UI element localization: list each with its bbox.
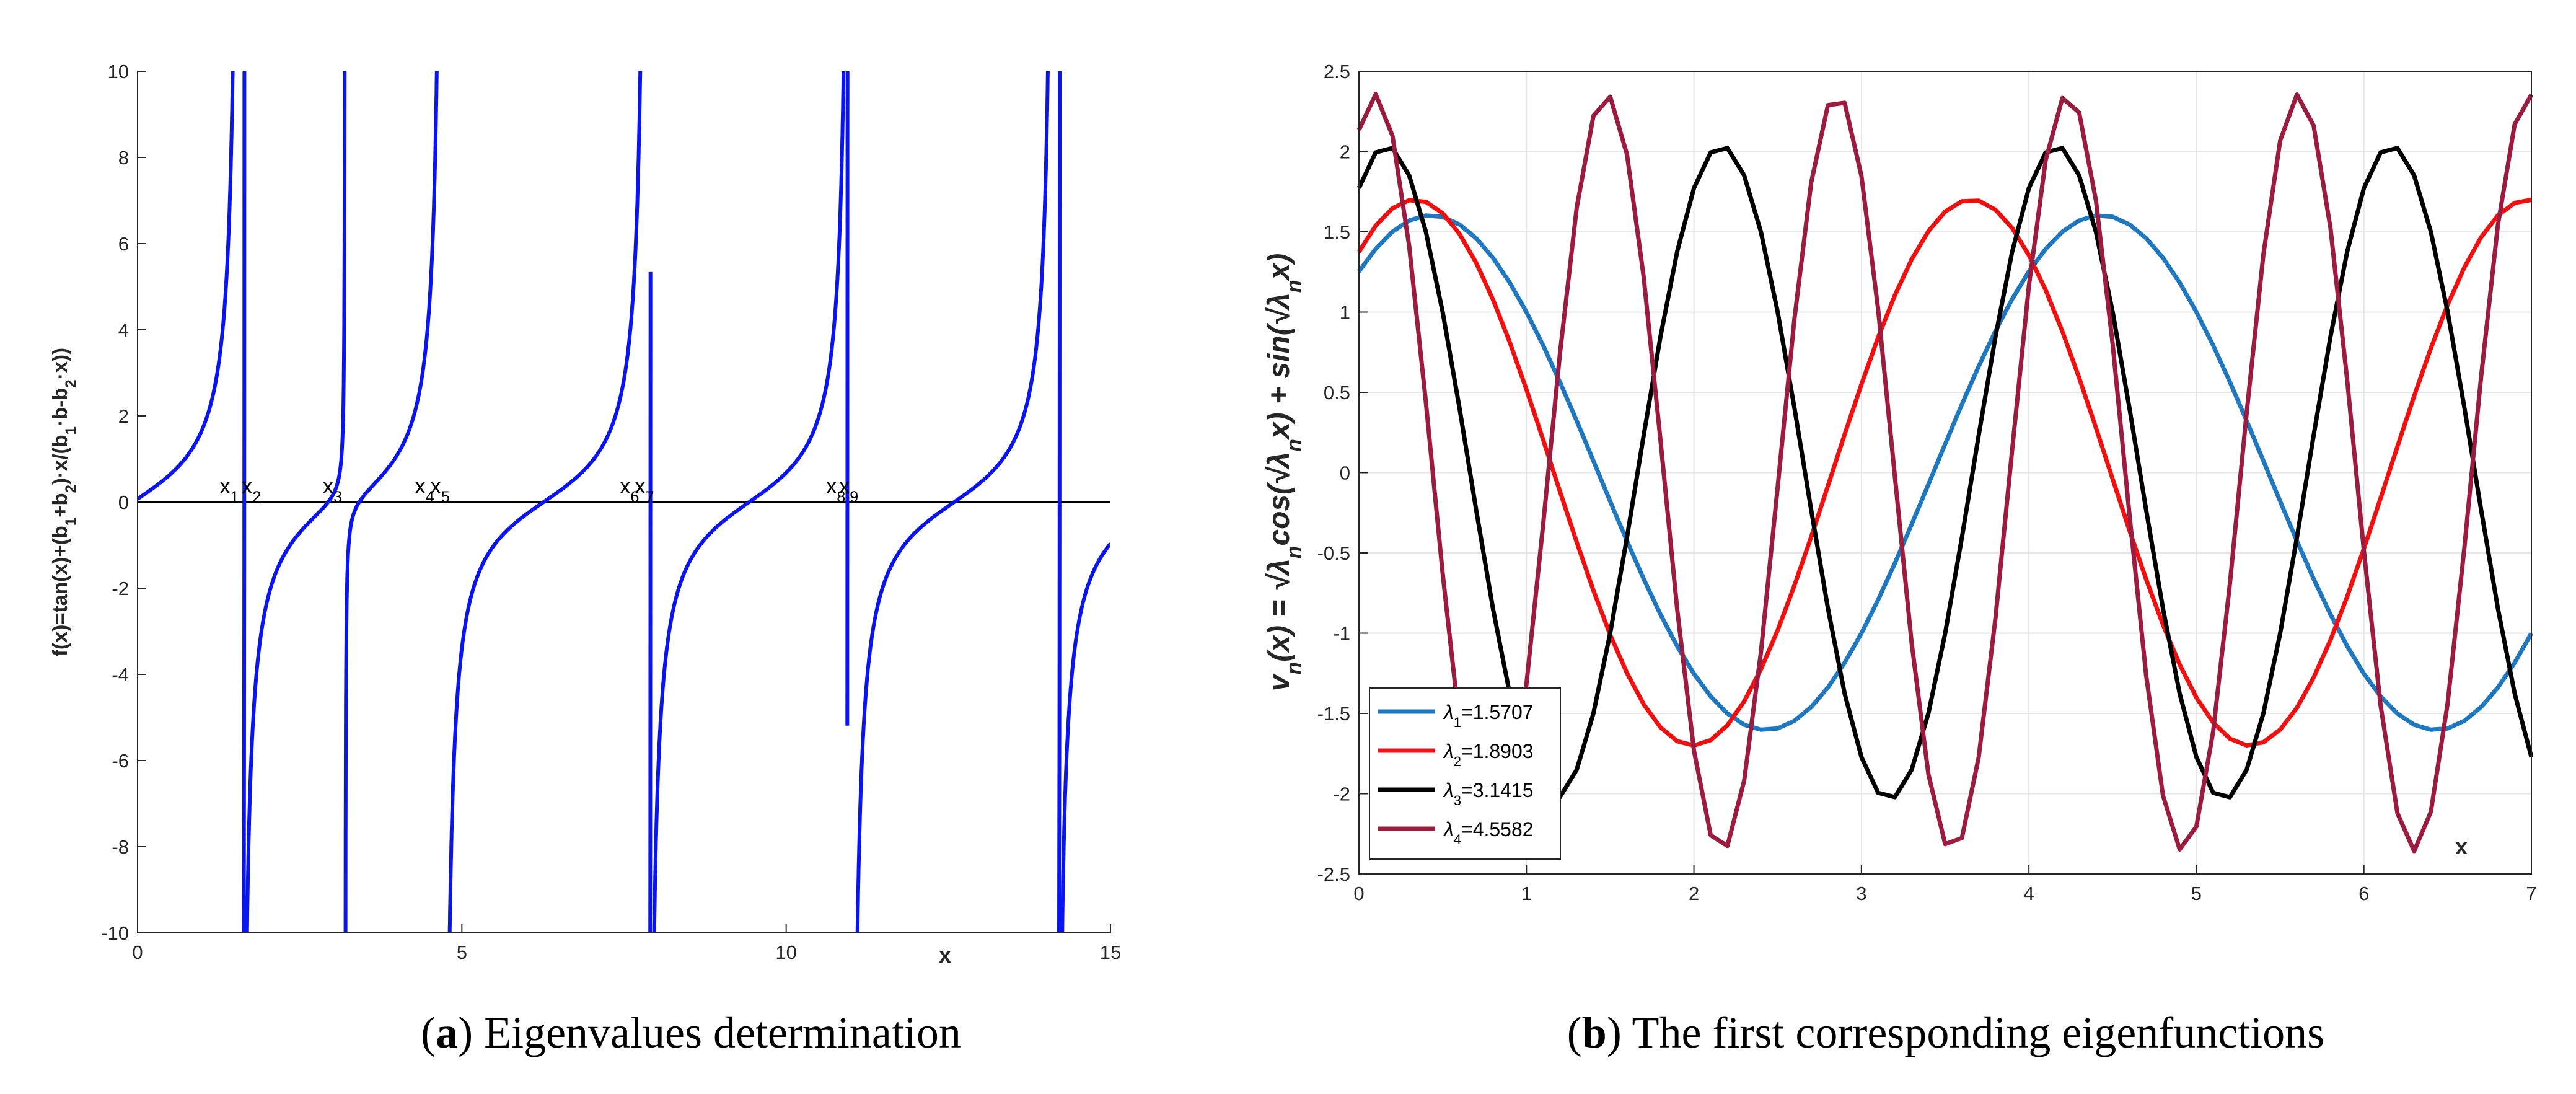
panel-b-ytick-label: 2 <box>1340 141 1350 163</box>
panel-b-ytick-label: -2 <box>1333 783 1350 805</box>
panel-a-curve-segment <box>138 71 235 501</box>
panel-b-y-ticks: -2.5 -2 -1.5 -1 -0.5 0 0.5 1 1.5 2 2.5 <box>1317 61 1368 885</box>
legend-label-lambda1: λ1=1.5707 <box>1443 701 1534 730</box>
panel-a-xtick-label: 5 <box>457 942 467 963</box>
legend-label-lambda3: λ3=3.1415 <box>1443 779 1534 808</box>
panel-a-xtick-label: 0 <box>132 942 143 963</box>
panel-b-ytick-label: -1 <box>1333 623 1350 645</box>
panel-a-curve-segment <box>447 71 643 933</box>
panel-a-root-label: x1 <box>219 474 239 506</box>
panel-a-curve-segment <box>343 71 439 933</box>
panel-b-xtick-label: 5 <box>2191 883 2202 904</box>
panel-b-curve-lambda2 <box>1357 198 2532 748</box>
panel-a-curve-segment <box>855 71 1050 933</box>
panel-a-root-label: x9 <box>839 474 858 506</box>
panel-a-x-ticks: 0 5 10 15 <box>132 924 1121 963</box>
panel-a-ytick-label: -6 <box>112 750 129 772</box>
panel-a-root-label: x5 <box>430 474 449 506</box>
panel-a-ytick-label: -8 <box>112 836 129 858</box>
panel-a-caption: (a) Eigenvalues determination <box>421 1008 961 1057</box>
panel-b-xtick-label: 6 <box>2358 883 2369 904</box>
panel-a-root-label: x2 <box>242 474 261 506</box>
panel-a-xtick-label: 15 <box>1100 942 1121 963</box>
legend-entry-lambda2: λ2=1.8903 <box>1378 740 1534 769</box>
panel-a-ytick-label: 2 <box>118 405 129 427</box>
panel-a-root-label: x6 <box>620 474 639 506</box>
panel-b-caption-text: The first corresponding eigenfunctions <box>1622 1008 2324 1057</box>
panel-b-y-label: vn(x) = √λncos(√λnx) + sin(√λnx) <box>1263 254 1306 691</box>
panel-b-ytick-label: -0.5 <box>1317 542 1350 564</box>
panel-b-ytick-label: 1 <box>1340 302 1350 324</box>
panel-b-curves <box>1356 92 2534 854</box>
panel-b-xtick-label: 2 <box>1689 883 1699 904</box>
panel-b-x-label: x <box>2455 834 2468 859</box>
panel-b-axes-box <box>1358 71 2532 875</box>
panel-a-ytick-label: -4 <box>112 664 129 686</box>
legend-entry-lambda3: λ3=3.1415 <box>1378 779 1534 808</box>
panel-a-curve-f <box>138 71 1110 933</box>
panel-a-ytick-label: 0 <box>118 492 129 513</box>
legend-entry-lambda1: λ1=1.5707 <box>1378 701 1534 730</box>
panel-a-root-label: x7 <box>635 474 654 506</box>
panel-a-caption-label: a <box>436 1008 458 1057</box>
panel-a-ytick-label: 10 <box>108 61 129 82</box>
panel-a-curve-segment <box>245 71 347 933</box>
panel-b-caption-label: b <box>1582 1008 1607 1057</box>
panel-a-y-ticks: -10 -8 -6 -4 -2 0 2 4 6 8 10 <box>101 61 146 944</box>
panel-b-caption: (b) The first corresponding eigenfunctio… <box>1567 1008 2324 1057</box>
panel-b-ytick-label: -2.5 <box>1317 863 1350 885</box>
panel-b-ytick-label: 2.5 <box>1324 61 1350 82</box>
panel-a-root-label: x8 <box>826 474 845 506</box>
panel-b-xtick-label: 0 <box>1353 883 1364 904</box>
panel-b-xtick-label: 4 <box>2024 883 2034 904</box>
panel-a-ytick-label: -2 <box>112 578 129 599</box>
panel-b-xtick-label: 1 <box>1521 883 1532 904</box>
panel-a-curve-segment <box>1060 542 1110 933</box>
panel-b-xtick-label: 7 <box>2526 883 2536 904</box>
panel-a-ytick-label: 6 <box>118 233 129 255</box>
panel-a-root-label: x4 <box>415 474 434 506</box>
panel-a-root-label: x3 <box>323 474 342 506</box>
panel-a-ytick-label: -10 <box>101 922 129 944</box>
panel-a-caption-text: Eigenvalues determination <box>473 1008 961 1057</box>
panel-b-legend: λ1=1.5707 λ2=1.8903 λ3=3.1415 λ4=4.5582 <box>1369 687 1561 860</box>
panel-b-ytick-label: 1.5 <box>1324 221 1350 243</box>
legend-entry-lambda4: λ4=4.5582 <box>1378 818 1534 847</box>
panel-b-ytick-label: -1.5 <box>1317 703 1350 725</box>
panel-b-ytick-label: 0.5 <box>1324 382 1350 404</box>
legend-label-lambda2: λ2=1.8903 <box>1443 740 1534 769</box>
panel-a-ytick-label: 8 <box>118 147 129 169</box>
panel-a-y-label: f(x)=tan(x)+(b1+b2)·x/(b1·b-b2·x)) <box>48 348 79 656</box>
panel-a-x-label: x <box>939 942 951 968</box>
panel-a-xtick-label: 10 <box>775 942 796 963</box>
legend-label-lambda4: λ4=4.5582 <box>1443 818 1534 847</box>
panel-a-curve-segment <box>652 71 846 933</box>
panel-b-xtick-label: 3 <box>1856 883 1866 904</box>
panel-b-curve-lambda4 <box>1356 92 2534 854</box>
panel-b-x-ticks: 0 1 2 3 4 5 6 7 <box>1353 865 2537 904</box>
panel-a-ytick-label: 4 <box>118 319 129 341</box>
panel-b-ytick-label: 0 <box>1340 462 1350 484</box>
